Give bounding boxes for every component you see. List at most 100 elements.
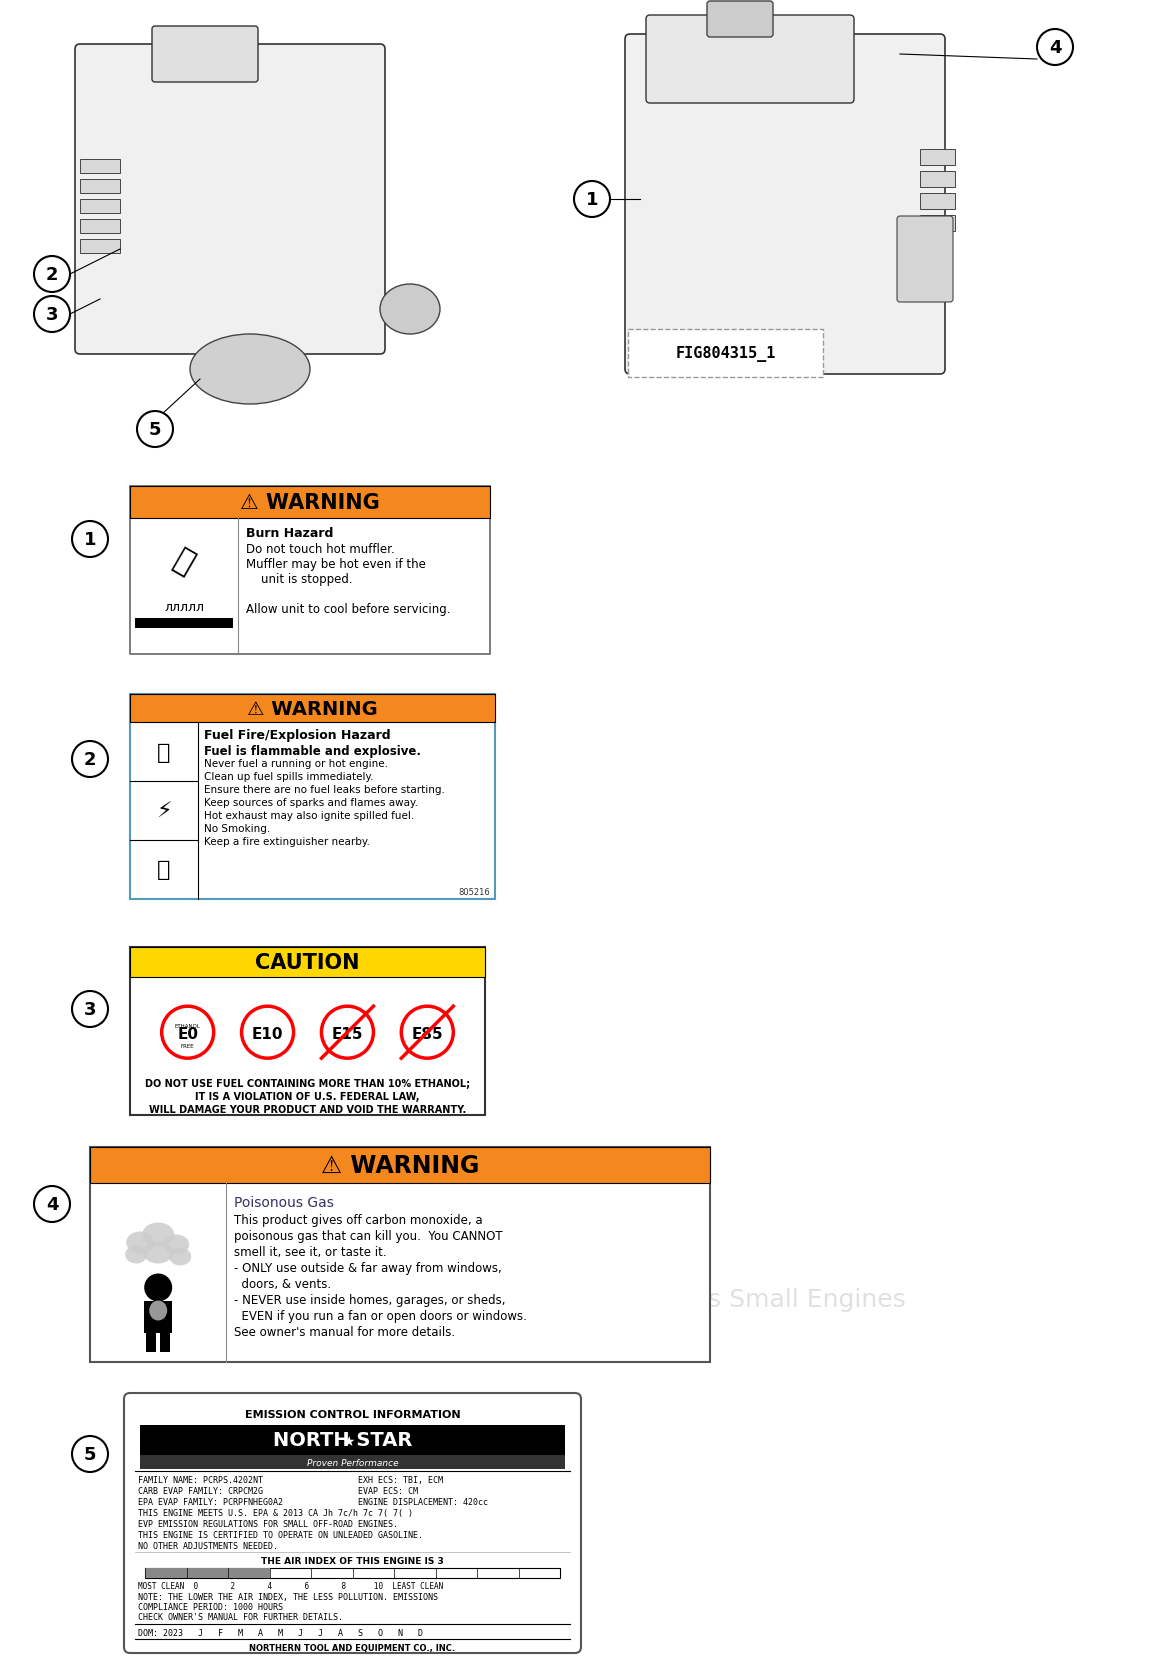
Ellipse shape (126, 1231, 155, 1253)
Circle shape (574, 182, 610, 217)
Text: 1: 1 (586, 191, 598, 209)
Circle shape (33, 258, 70, 293)
Text: 3: 3 (46, 306, 58, 325)
Text: NORTHERN TOOL AND EQUIPMENT CO., INC.: NORTHERN TOOL AND EQUIPMENT CO., INC. (249, 1643, 455, 1651)
Text: E15: E15 (331, 1026, 363, 1041)
Text: ⚠ WARNING: ⚠ WARNING (240, 494, 380, 512)
FancyBboxPatch shape (628, 330, 824, 378)
Text: ⚠ WARNING: ⚠ WARNING (247, 699, 378, 718)
Bar (921, 172, 955, 187)
Bar (131, 694, 495, 723)
Text: EVP EMISSION REGULATIONS FOR SMALL OFF-ROAD ENGINES.: EVP EMISSION REGULATIONS FOR SMALL OFF-R… (137, 1519, 398, 1527)
Ellipse shape (191, 335, 310, 405)
Text: FIG804315_1: FIG804315_1 (676, 346, 776, 361)
FancyBboxPatch shape (625, 35, 945, 375)
Text: THE AIR INDEX OF THIS ENGINE IS 3: THE AIR INDEX OF THIS ENGINE IS 3 (261, 1556, 444, 1564)
FancyBboxPatch shape (124, 1394, 581, 1653)
Ellipse shape (143, 1241, 173, 1263)
Text: FREE: FREE (181, 1042, 194, 1047)
Text: 3: 3 (84, 1000, 96, 1019)
Text: © 2024 - Jacks Small Engines: © 2024 - Jacks Small Engines (535, 1287, 906, 1312)
Text: Never fuel a running or hot engine.: Never fuel a running or hot engine. (203, 758, 388, 768)
Ellipse shape (125, 1246, 147, 1263)
Text: ⚡: ⚡ (156, 801, 172, 821)
Ellipse shape (163, 1235, 189, 1255)
Text: ETHANOL: ETHANOL (174, 1024, 201, 1029)
Text: ★: ★ (343, 1434, 355, 1449)
Bar (135, 619, 233, 629)
Ellipse shape (149, 1300, 167, 1320)
Text: doors, & vents.: doors, & vents. (234, 1276, 331, 1290)
Ellipse shape (169, 1248, 192, 1266)
Text: 805216: 805216 (459, 887, 490, 897)
Bar (90, 1148, 710, 1362)
Text: WILL DAMAGE YOUR PRODUCT AND VOID THE WARRANTY.: WILL DAMAGE YOUR PRODUCT AND VOID THE WA… (149, 1104, 467, 1114)
Bar (590, 10, 1100, 430)
Text: Proven Performance: Proven Performance (307, 1457, 398, 1467)
Text: THIS ENGINE IS CERTIFIED TO OPERATE ON UNLEADED GASOLINE.: THIS ENGINE IS CERTIFIED TO OPERATE ON U… (137, 1531, 423, 1539)
Text: NORTH STAR: NORTH STAR (273, 1430, 412, 1449)
Text: DOM: 2023   J   F   M   A   M   J   J   A   S   O   N   D: DOM: 2023 J F M A M J J A S O N D (137, 1628, 423, 1636)
Text: CHECK OWNER'S MANUAL FOR FURTHER DETAILS.: CHECK OWNER'S MANUAL FOR FURTHER DETAILS… (137, 1613, 343, 1621)
Text: EMISSION CONTROL INFORMATION: EMISSION CONTROL INFORMATION (245, 1409, 461, 1419)
Text: THIS ENGINE MEETS U.S. EPA & 2013 CA Jh 7c/h 7c 7( 7( ): THIS ENGINE MEETS U.S. EPA & 2013 CA Jh … (137, 1507, 413, 1517)
Text: See owner's manual for more details.: See owner's manual for more details. (234, 1325, 455, 1338)
Text: ✋: ✋ (169, 545, 199, 579)
Text: ллллл: ллллл (164, 601, 204, 614)
Circle shape (1037, 30, 1073, 65)
Text: E0: E0 (177, 1026, 199, 1041)
Circle shape (137, 412, 173, 448)
Text: DO NOT USE FUEL CONTAINING MORE THAN 10% ETHANOL;: DO NOT USE FUEL CONTAINING MORE THAN 10%… (144, 1077, 470, 1087)
Circle shape (72, 522, 109, 557)
Bar (146, 1568, 560, 1578)
Text: COMPLIANCE PERIOD: 1000 HOURS: COMPLIANCE PERIOD: 1000 HOURS (137, 1603, 283, 1611)
FancyBboxPatch shape (75, 45, 385, 355)
Circle shape (33, 1186, 70, 1223)
Text: NO OTHER ADJUSTMENTS NEEDED.: NO OTHER ADJUSTMENTS NEEDED. (137, 1541, 278, 1551)
Bar (90, 1148, 710, 1183)
Bar (80, 161, 120, 174)
Bar (131, 694, 495, 723)
Text: EVEN if you run a fan or open doors or windows.: EVEN if you run a fan or open doors or w… (234, 1310, 528, 1322)
Bar (140, 1456, 565, 1469)
FancyBboxPatch shape (897, 217, 953, 303)
Text: Keep a fire extinguisher nearby.: Keep a fire extinguisher nearby. (203, 836, 370, 847)
Circle shape (33, 296, 70, 333)
Bar (131, 487, 490, 654)
Text: Keep sources of sparks and flames away.: Keep sources of sparks and flames away. (203, 798, 417, 808)
Bar (147, 1332, 156, 1352)
Text: This product gives off carbon monoxide, a: This product gives off carbon monoxide, … (234, 1213, 483, 1226)
Text: Burn Hazard: Burn Hazard (246, 527, 334, 540)
Circle shape (321, 1007, 373, 1059)
Text: - ONLY use outside & far away from windows,: - ONLY use outside & far away from windo… (234, 1261, 502, 1275)
Circle shape (162, 1007, 214, 1059)
Bar (921, 216, 955, 233)
Text: poisonous gas that can kill you.  You CANNOT: poisonous gas that can kill you. You CAN… (234, 1230, 504, 1243)
Circle shape (72, 741, 109, 778)
Text: NOTE: THE LOWER THE AIR INDEX, THE LESS POLLUTION. EMISSIONS: NOTE: THE LOWER THE AIR INDEX, THE LESS … (137, 1593, 438, 1601)
Text: unit is stopped.: unit is stopped. (246, 572, 352, 586)
Text: 4: 4 (1049, 38, 1061, 57)
Text: Allow unit to cool before servicing.: Allow unit to cool before servicing. (246, 602, 450, 616)
Text: CAUTION: CAUTION (255, 952, 359, 972)
FancyBboxPatch shape (707, 2, 773, 38)
Circle shape (241, 1007, 293, 1059)
Text: smell it, see it, or taste it.: smell it, see it, or taste it. (234, 1245, 387, 1258)
FancyBboxPatch shape (646, 17, 854, 104)
Text: 2: 2 (84, 751, 96, 768)
Bar (131, 487, 490, 519)
Text: E10: E10 (252, 1026, 283, 1041)
Text: - NEVER use inside homes, garages, or sheds,: - NEVER use inside homes, garages, or sh… (234, 1293, 506, 1307)
Text: Fuel Fire/Explosion Hazard: Fuel Fire/Explosion Hazard (203, 728, 390, 741)
Text: IT IS A VIOLATION OF U.S. FEDERAL LAW,: IT IS A VIOLATION OF U.S. FEDERAL LAW, (195, 1091, 419, 1101)
Circle shape (72, 1435, 109, 1472)
Text: E85: E85 (411, 1026, 444, 1041)
Bar (144, 1300, 172, 1333)
Text: ⚠ WARNING: ⚠ WARNING (321, 1153, 479, 1178)
Text: 4: 4 (46, 1195, 58, 1213)
Bar (80, 239, 120, 254)
Text: Do not touch hot muffler.: Do not touch hot muffler. (246, 542, 395, 555)
Bar (921, 151, 955, 166)
Text: 🔥: 🔥 (157, 743, 171, 761)
Text: 2: 2 (46, 266, 58, 284)
